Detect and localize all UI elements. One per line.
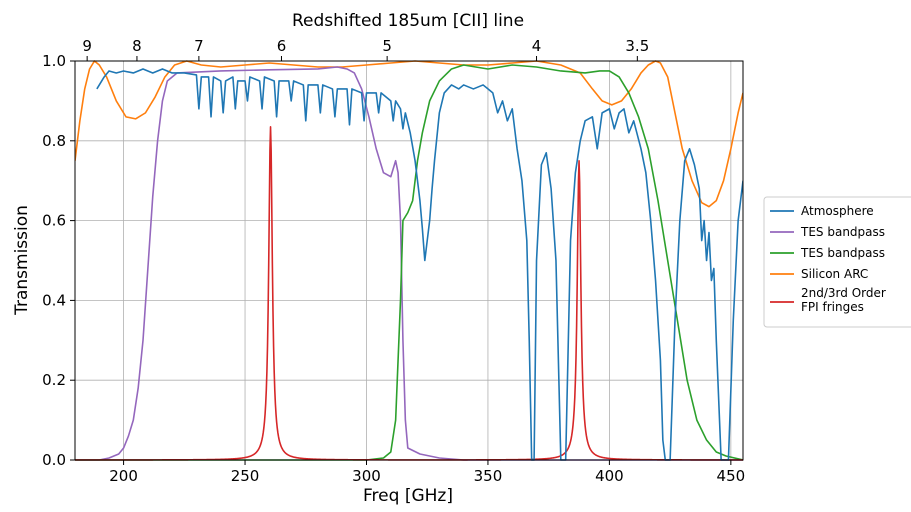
top-tick-label-5: 5 — [382, 37, 392, 55]
y-tick-label-0.6: 0.6 — [42, 212, 66, 230]
series-line-silicon-arc — [75, 60, 743, 208]
legend: Atmosphere TES bandpass TES bandpass Sil… — [763, 196, 911, 328]
y-tick-label-0.2: 0.2 — [42, 371, 66, 389]
top-tick-label-8: 8 — [132, 37, 142, 55]
y-axis-label: Transmission — [12, 205, 32, 316]
legend-entry-silicon-arc: Silicon ARC — [770, 267, 868, 281]
y-tick-label-0.4: 0.4 — [42, 291, 66, 309]
top-axis-label: Redshifted 185um [CII] line — [292, 11, 524, 31]
top-tick-label-7: 7 — [194, 37, 204, 55]
top-tick-label-4: 4 — [532, 37, 542, 55]
x-tick-label-200: 200 — [109, 467, 138, 485]
plot-frame — [74, 60, 744, 461]
legend-label-tes-bandpass-2: TES bandpass — [800, 246, 885, 260]
series-lines — [75, 60, 743, 461]
left-axis-ticks: 0.0 0.2 0.4 0.6 0.8 1.0 — [42, 52, 75, 469]
x-tick-label-300: 300 — [352, 467, 381, 485]
legend-entry-atmosphere: Atmosphere — [770, 204, 874, 218]
legend-label-fpi-fringes: 2nd/3rd Order FPI fringes — [801, 286, 886, 314]
plot-area — [75, 60, 743, 461]
legend-entry-fpi-fringes: 2nd/3rd Order FPI fringes — [770, 286, 886, 314]
x-tick-label-450: 450 — [717, 467, 746, 485]
legend-box — [763, 196, 911, 328]
x-tick-label-350: 350 — [474, 467, 503, 485]
top-tick-label-6: 6 — [277, 37, 287, 55]
legend-label-silicon-arc: Silicon ARC — [801, 267, 868, 281]
bottom-axis-ticks: 200 250 300 350 400 450 — [109, 460, 745, 485]
legend-entry-tes-bandpass-1: TES bandpass — [770, 225, 885, 239]
x-axis-label: Freq [GHz] — [363, 486, 453, 506]
y-tick-label-1.0: 1.0 — [42, 52, 66, 70]
y-tick-label-0.8: 0.8 — [42, 132, 66, 150]
top-tick-label-9: 9 — [82, 37, 92, 55]
top-tick-label-3.5: 3.5 — [625, 37, 649, 55]
series-line-tes-bandpass-1 — [75, 66, 743, 461]
grid-lines — [75, 60, 743, 461]
legend-entry-tes-bandpass-2: TES bandpass — [770, 246, 885, 260]
series-line-atmosphere — [96, 68, 743, 461]
y-tick-label-0.0: 0.0 — [42, 451, 66, 469]
series-line-fpi-fringes — [75, 126, 743, 461]
x-tick-label-400: 400 — [595, 467, 624, 485]
legend-label-tes-bandpass-1: TES bandpass — [800, 225, 885, 239]
x-tick-label-250: 250 — [231, 467, 260, 485]
series-line-tes-bandpass-2 — [75, 64, 743, 461]
legend-label-atmosphere: Atmosphere — [801, 204, 874, 218]
top-axis-ticks: 9 8 7 6 5 4 3.5 — [82, 37, 649, 61]
